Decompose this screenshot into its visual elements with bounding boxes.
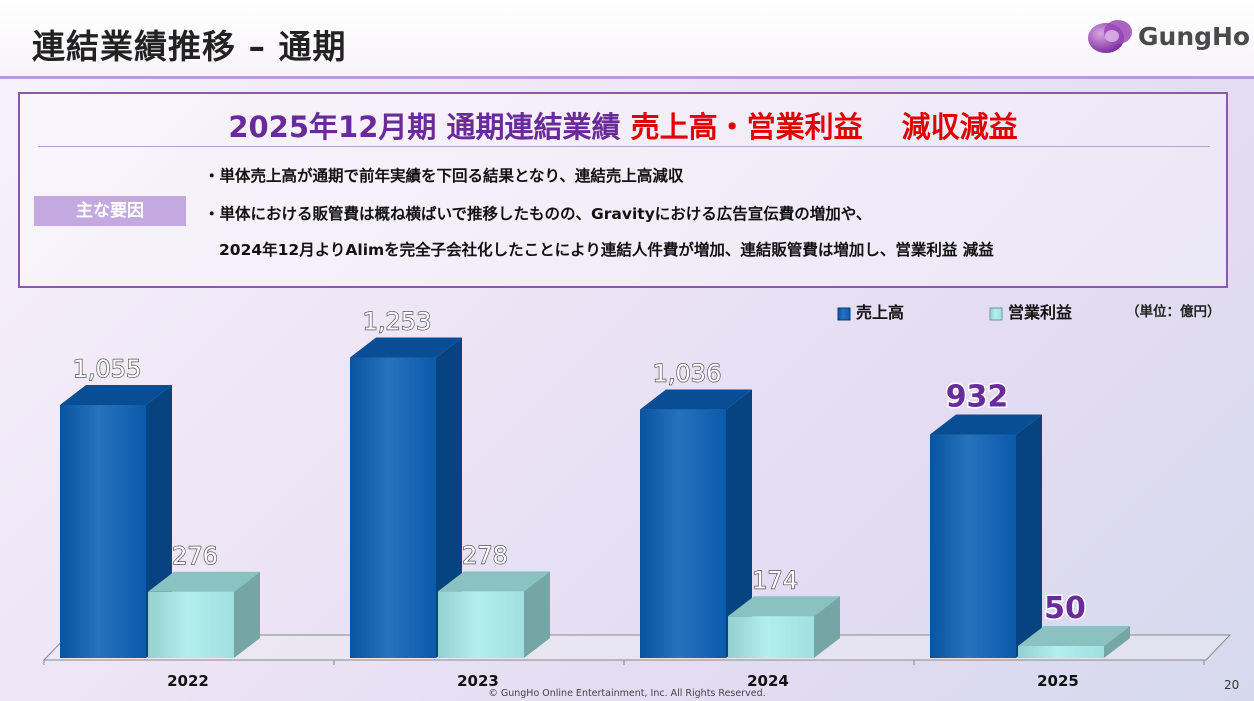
- bar-top-売上高: [640, 389, 752, 410]
- data-label: 1,055: [73, 355, 142, 383]
- bar-営業利益: [148, 591, 234, 658]
- revenue-profit-chart: 1,055 276 2022 1,253 278 2023 1,036 174 2024 932 5…: [42, 303, 1232, 688]
- legend-label: 営業利益: [1008, 303, 1072, 322]
- bar-top-売上高: [350, 337, 462, 358]
- bar-営業利益: [438, 591, 524, 658]
- bar-top-営業利益: [148, 571, 260, 592]
- bar-売上高: [930, 434, 1016, 658]
- bar-top-売上高: [930, 414, 1042, 435]
- data-label: 278: [462, 541, 508, 569]
- header-divider: [0, 76, 1254, 79]
- x-tick-label: 2025: [1037, 672, 1079, 688]
- unit-label: （単位：億円）: [1126, 304, 1221, 320]
- bullet-item: ・単体における販管費は概ね横ばいで推移したものの、Gravityにおける広告宣伝…: [204, 205, 872, 223]
- summary-divider: [38, 146, 1210, 147]
- bullet-item: 2024年12月よりAlimを完全子会社化したことにより連結人件費が増加、連結販…: [219, 241, 994, 259]
- legend-swatch: [837, 307, 851, 321]
- summary-headline: 2025年12月期 通期連結業績 売上高・営業利益 減収減益: [20, 104, 1226, 146]
- data-label: 174: [752, 566, 798, 594]
- x-tick-label: 2022: [167, 672, 209, 688]
- data-label: 1,253: [363, 308, 432, 336]
- data-label: 50: [1044, 591, 1086, 626]
- headline-period: 2025年12月期 通期連結業績: [228, 110, 631, 144]
- bar-side-営業利益: [524, 571, 550, 658]
- legend-swatch: [989, 307, 1003, 321]
- bar-top-売上高: [60, 385, 172, 405]
- bar-side-営業利益: [1104, 626, 1130, 658]
- bar-side-営業利益: [234, 571, 260, 658]
- bar-top-営業利益: [728, 596, 840, 617]
- gungho-logo: GungHo: [1086, 14, 1250, 58]
- headline-result: 売上高・営業利益 減収減益: [630, 110, 1018, 144]
- bar-top-営業利益: [438, 571, 550, 592]
- bar-side-売上高: [726, 389, 752, 658]
- page-number: 20: [1224, 678, 1240, 692]
- bar-side-営業利益: [814, 596, 840, 658]
- factor-label: 主な要因: [34, 196, 186, 226]
- bar-売上高: [60, 405, 146, 658]
- bar-売上高: [350, 357, 436, 658]
- data-label: 276: [172, 542, 218, 570]
- copyright: © GungHo Online Entertainment, Inc. All …: [488, 688, 766, 699]
- bar-営業利益: [1018, 646, 1104, 658]
- summary-box: 2025年12月期 通期連結業績 売上高・営業利益 減収減益 主な要因 ・単体売…: [18, 92, 1228, 288]
- x-tick-label: 2023: [457, 672, 499, 688]
- x-tick-label: 2024: [747, 672, 789, 688]
- bullet-item: ・単体売上高が通期で前年実績を下回る結果となり、連結売上高減収: [204, 167, 684, 185]
- data-label: 1,036: [653, 360, 722, 388]
- logo-text: GungHo: [1138, 22, 1251, 51]
- legend-label: 売上高: [856, 303, 904, 322]
- data-label: 932: [946, 379, 1009, 414]
- bar-top-営業利益: [1018, 626, 1130, 647]
- bar-売上高: [640, 409, 726, 658]
- page-title: 連結業績推移 – 通期: [32, 27, 347, 66]
- header: 連結業績推移 – 通期 GungHo: [0, 0, 1254, 78]
- gungho-logo-icon: [1088, 20, 1132, 53]
- bar-営業利益: [728, 616, 814, 658]
- bar-side-売上高: [1016, 414, 1042, 658]
